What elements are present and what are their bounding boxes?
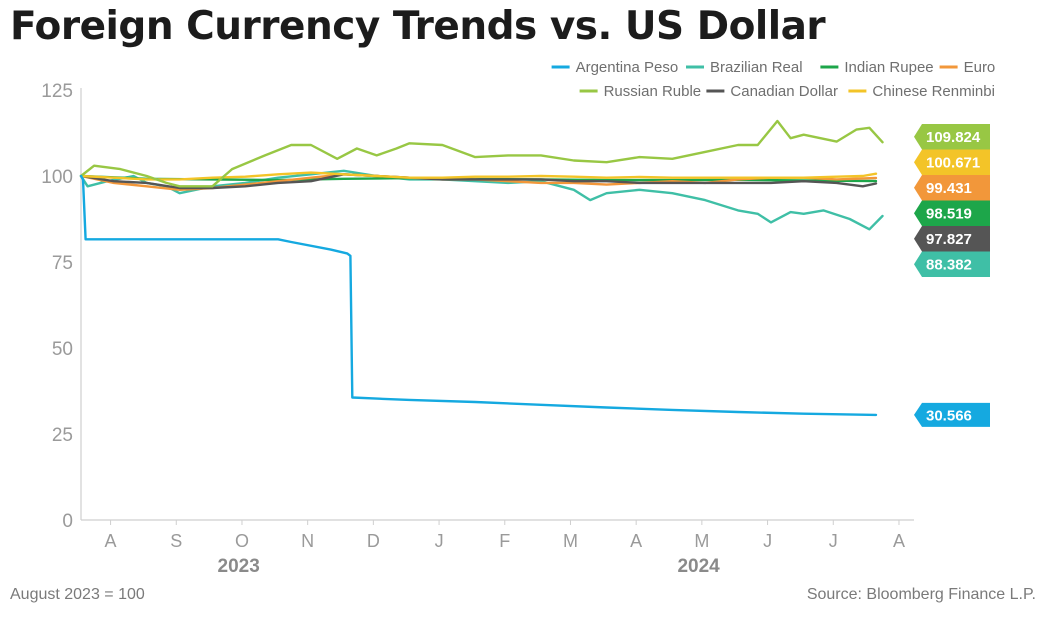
y-tick-label: 125 [41, 81, 73, 102]
end-tag-label: 100.671 [926, 155, 980, 172]
x-tick-label: M [694, 531, 709, 551]
chart-title: Foreign Currency Trends vs. US Dollar [10, 4, 826, 49]
end-tag-brazilian-real: 88.382 [914, 251, 990, 277]
x-tick-label: A [630, 531, 642, 551]
chart-axes: 0 25 50 75 100 125 A S O N D J F M A M J J A 2023 2024 [41, 81, 914, 577]
end-tag-chinese-renminbi: 100.671 [914, 149, 990, 175]
x-tick-label: A [105, 531, 117, 551]
y-tick-label: 50 [52, 339, 73, 360]
end-tag-label: 88.382 [926, 257, 972, 274]
x-tick-label: M [563, 531, 578, 551]
legend-item-indian-rupee: Indian Rupee [820, 59, 934, 76]
end-tag-euro: 99.431 [914, 175, 990, 201]
series-line-chinese-renminbi [79, 171, 878, 181]
legend-label: Brazilian Real [710, 59, 803, 76]
legend-label: Russian Ruble [604, 83, 702, 100]
legend-item-euro: Euro [939, 59, 996, 76]
end-tag-argentina-peso: 30.566 [914, 402, 990, 427]
x-tick-label: D [367, 531, 380, 551]
year-label: 2024 [677, 556, 720, 577]
legend-label: Argentina Peso [576, 59, 679, 76]
x-tick-label: O [235, 531, 249, 551]
series-lines [79, 119, 884, 417]
series-line-argentina-peso [79, 174, 878, 417]
end-tag-canadian-dollar: 97.827 [914, 226, 990, 252]
legend-item-argentina-peso: Argentina Peso [551, 59, 679, 76]
end-value-tags: 109.824 100.671 99.431 98.519 97.827 88.382 30… [914, 124, 990, 427]
legend-label: Chinese Renminbi [872, 83, 995, 100]
legend-label: Euro [964, 59, 996, 76]
legend-item-chinese-renminbi: Chinese Renminbi [848, 83, 995, 100]
y-tick-label: 75 [52, 253, 73, 274]
y-tick-label: 25 [52, 425, 73, 446]
y-tick-label: 100 [41, 167, 73, 188]
x-tick-label: J [829, 531, 838, 551]
x-tick-label: J [435, 531, 444, 551]
series-line-canadian-dollar [79, 173, 878, 190]
x-tick-label: N [301, 531, 314, 551]
legend: Argentina Peso Brazilian Real Indian Rupee… [551, 59, 996, 100]
end-tag-russian-ruble: 109.824 [914, 124, 990, 150]
end-tag-indian-rupee: 98.519 [914, 200, 990, 226]
legend-item-russian-ruble: Russian Ruble [579, 83, 702, 100]
end-tag-label: 109.824 [926, 129, 981, 146]
end-tag-label: 98.519 [926, 206, 972, 223]
legend-item-canadian-dollar: Canadian Dollar [706, 83, 838, 100]
legend-label: Canadian Dollar [730, 83, 838, 100]
source-note: Source: Bloomberg Finance L.P. [806, 586, 1036, 603]
x-tick-label: J [763, 531, 772, 551]
legend-item-brazilian-real: Brazilian Real [686, 59, 803, 76]
legend-label: Indian Rupee [844, 59, 933, 76]
x-tick-label: S [170, 531, 182, 551]
x-tick-label: A [893, 531, 905, 551]
end-tag-label: 97.827 [926, 231, 972, 248]
year-label: 2023 [218, 556, 260, 577]
y-tick-label: 0 [62, 511, 73, 532]
x-tick-label: F [499, 531, 510, 551]
end-tag-label: 30.566 [926, 407, 972, 424]
base-note: August 2023 = 100 [10, 586, 145, 603]
series-line-russian-ruble [79, 119, 884, 188]
end-tag-label: 99.431 [926, 180, 972, 197]
